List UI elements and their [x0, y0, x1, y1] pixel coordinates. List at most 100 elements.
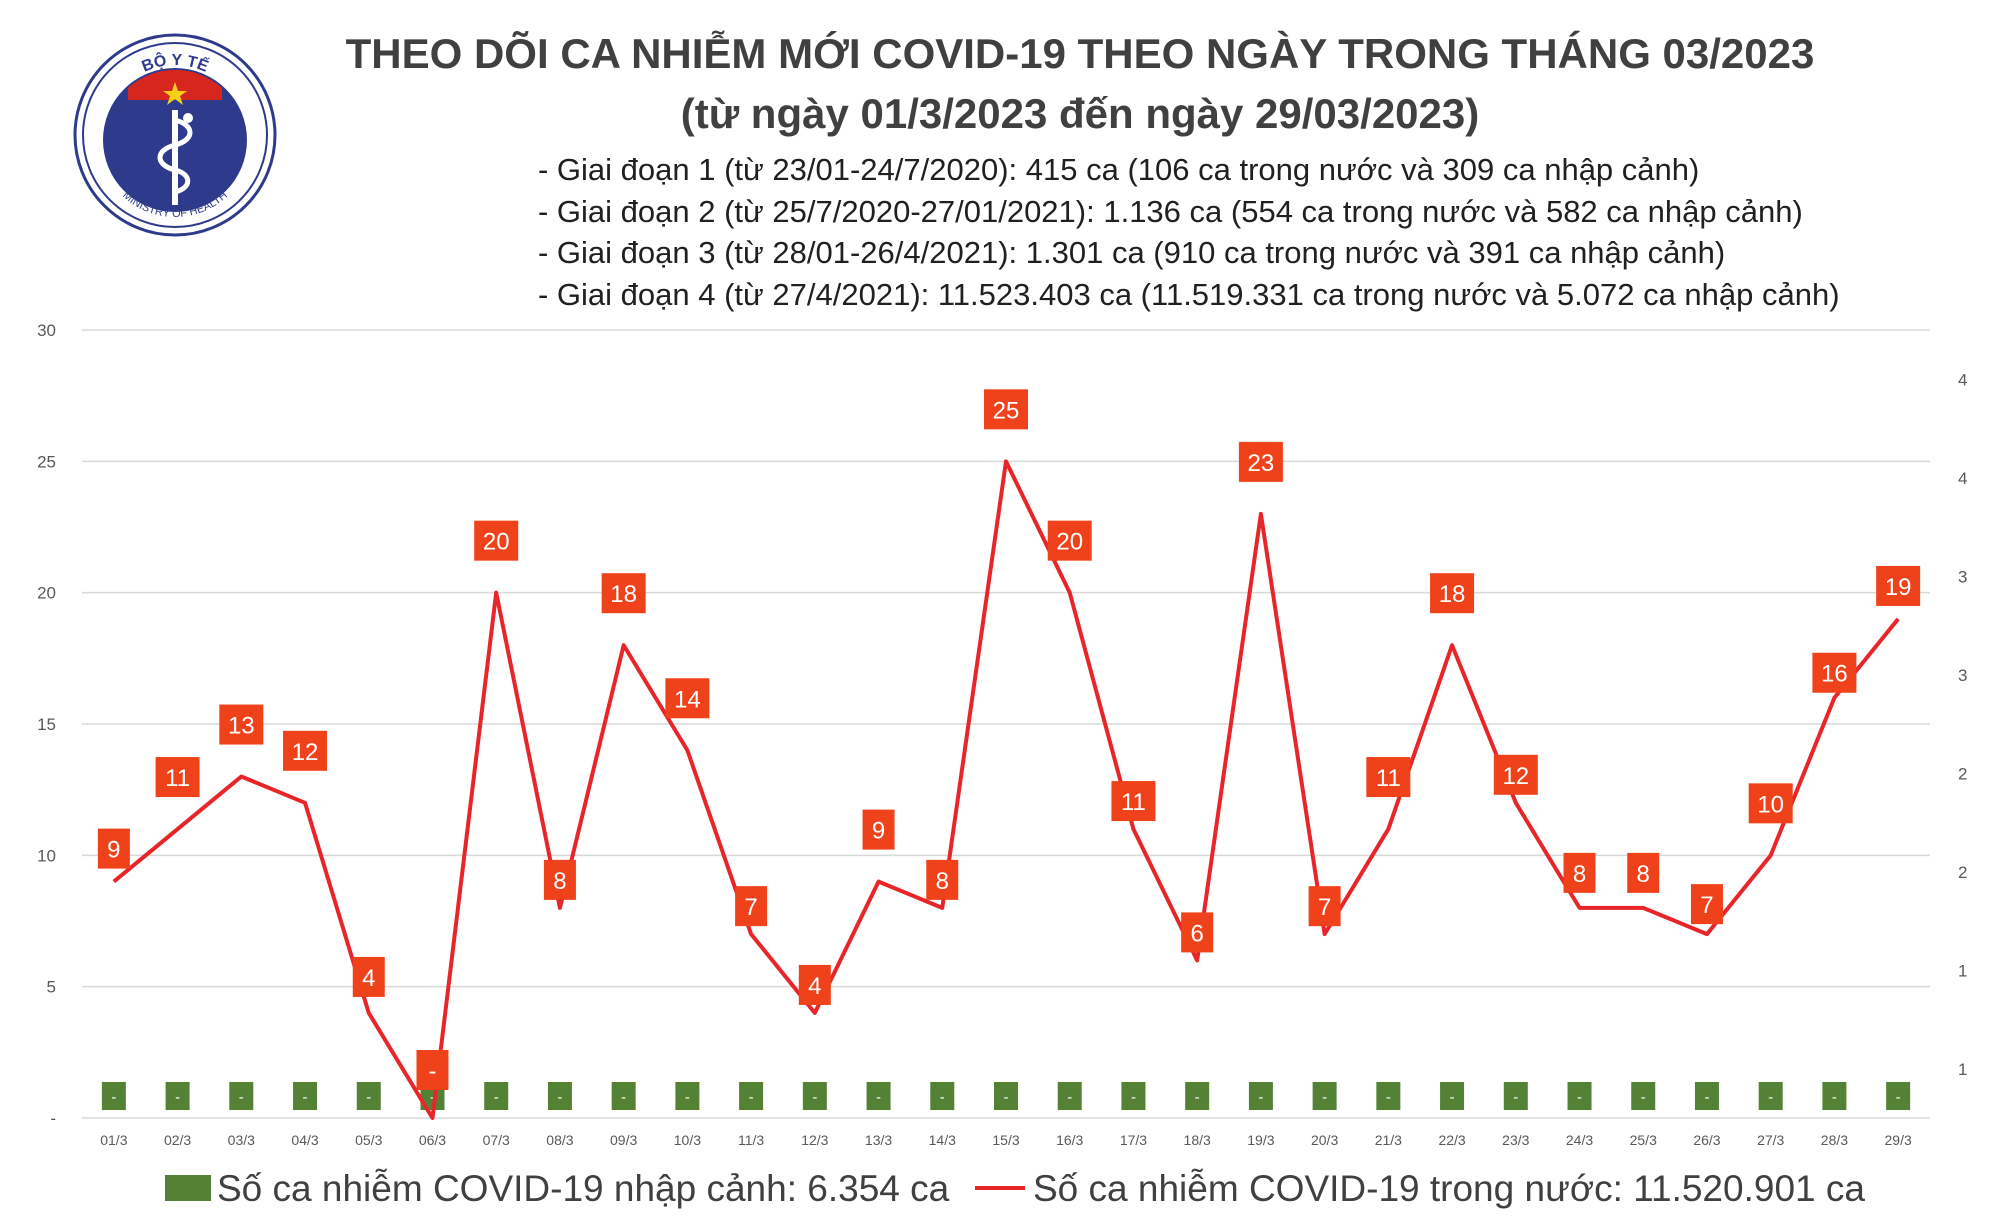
- x-tick-label: 11/3: [738, 1132, 764, 1148]
- legend-imported: Số ca nhiễm COVID-19 nhập cảnh: 6.354 ca: [165, 1168, 949, 1210]
- bar-data-label: -: [1896, 1089, 1901, 1106]
- bar-label-box: [1694, 1082, 1719, 1110]
- stage-3-text: - Giai đoạn 3 (từ 28/01-26/4/2021): 1.30…: [538, 235, 1726, 270]
- line-data-label: 9: [107, 837, 120, 864]
- bar-data-label: -: [876, 1089, 881, 1106]
- bar-data-label: -: [1513, 1089, 1518, 1106]
- y-left-tick-label: 5: [47, 978, 56, 997]
- bar-label-box: [1312, 1082, 1337, 1110]
- line-label-box: [155, 757, 200, 798]
- x-tick-label: 12/3: [801, 1132, 828, 1148]
- line-label-box: [416, 1050, 449, 1090]
- bar-label-box: [1503, 1082, 1528, 1110]
- bar-data-label: -: [1641, 1089, 1646, 1106]
- bar-data-label: -: [1832, 1089, 1837, 1106]
- bar-data-label: -: [557, 1089, 562, 1106]
- x-tick-label: 03/3: [228, 1132, 255, 1148]
- line-label-box: [543, 859, 576, 900]
- x-tick-label: 24/3: [1566, 1132, 1593, 1148]
- line-label-box: [665, 678, 710, 719]
- bar-data-label: -: [1322, 1089, 1327, 1106]
- bar-label-box: [1121, 1082, 1146, 1110]
- bar-label-box: [1758, 1082, 1783, 1110]
- x-tick-label: 06/3: [419, 1132, 446, 1148]
- y-left-tick-label: 20: [37, 584, 56, 603]
- line-data-label: 20: [483, 529, 510, 556]
- x-tick-label: 21/3: [1375, 1132, 1402, 1148]
- x-tick-label: 29/3: [1885, 1132, 1912, 1148]
- bar-label-box: [356, 1082, 381, 1110]
- x-tick-label: 23/3: [1502, 1132, 1529, 1148]
- bar-label-box: [930, 1082, 955, 1110]
- stage-2-text: - Giai đoạn 2 (từ 25/7/2020-27/01/2021):…: [538, 193, 1803, 229]
- line-label-box: [1812, 652, 1857, 693]
- bar-label-box: [866, 1082, 891, 1110]
- bar-data-label: -: [1450, 1089, 1455, 1106]
- legend-line-swatch: [975, 1186, 1025, 1191]
- x-tick-label: 15/3: [992, 1132, 1019, 1148]
- stage-summary: - Giai đoạn 1 (từ 23/01-24/7/2020): 415 …: [538, 149, 1840, 315]
- line-label-box: [798, 964, 831, 1005]
- bar-data-label: -: [1195, 1089, 1200, 1106]
- x-tick-label: 16/3: [1056, 1132, 1083, 1148]
- bar-data-label: -: [1004, 1089, 1009, 1106]
- line-data-label: 4: [362, 965, 375, 992]
- bar-data-label: -: [366, 1089, 371, 1106]
- line-data-label: 10: [1757, 791, 1784, 818]
- bar-label-box: [1822, 1082, 1847, 1110]
- x-tick-label: 07/3: [483, 1132, 510, 1148]
- bar-data-label: -: [621, 1089, 626, 1106]
- x-tick-label: 02/3: [164, 1132, 191, 1148]
- line-data-label: 20: [1056, 529, 1083, 556]
- line-data-label: 8: [936, 868, 949, 895]
- legend-domestic: Số ca nhiễm COVID-19 trong nước: 11.520.…: [975, 1168, 1865, 1210]
- line-data-label: 7: [1318, 894, 1331, 921]
- line-data-label: 9: [872, 818, 885, 845]
- x-tick-label: 25/3: [1630, 1132, 1657, 1148]
- line-data-label: 8: [1637, 861, 1650, 888]
- x-tick-label: 13/3: [865, 1132, 892, 1148]
- line-data-label: 18: [1439, 581, 1466, 608]
- bar-label-box: [165, 1082, 190, 1110]
- line-label-box: [1748, 783, 1793, 824]
- bar-data-label: -: [685, 1089, 690, 1106]
- x-tick-label: 17/3: [1120, 1132, 1147, 1148]
- bar-data-label: -: [111, 1089, 116, 1106]
- line-label-box: [601, 573, 646, 614]
- bar-label-box: [1248, 1082, 1273, 1110]
- bar-label-box: [1567, 1082, 1592, 1110]
- line-label-box: [1308, 886, 1341, 927]
- line-label-box: [1563, 852, 1596, 893]
- x-tick-label: 05/3: [355, 1132, 382, 1148]
- bar-label-box: [1057, 1082, 1082, 1110]
- y-right-tick-label: 2: [1958, 863, 1967, 882]
- line-data-label: 18: [610, 581, 637, 608]
- bar-data-label: -: [430, 1089, 435, 1106]
- stage-1-text: - Giai đoạn 1 (từ 23/01-24/7/2020): 415 …: [538, 152, 1700, 187]
- y-right-tick-label: 1: [1958, 1060, 1967, 1079]
- line-data-label: 12: [292, 739, 319, 766]
- line-label-box: [735, 886, 768, 927]
- bar-label-box: [802, 1082, 827, 1110]
- line-label-box: [1181, 912, 1214, 953]
- bar-data-label: -: [1386, 1089, 1391, 1106]
- bar-label-box: [1440, 1082, 1465, 1110]
- line-label-box: [219, 704, 264, 745]
- bar-label-box: [293, 1082, 318, 1110]
- bar-data-label: -: [1067, 1089, 1072, 1106]
- x-tick-label: 27/3: [1757, 1132, 1784, 1148]
- line-label-box: [97, 828, 130, 869]
- line-label-box: [1690, 884, 1723, 925]
- line-data-label: 7: [744, 894, 757, 921]
- line-data-label: 11: [165, 765, 190, 792]
- line-data-label: 7: [1700, 892, 1713, 919]
- bar-data-label: -: [749, 1089, 754, 1106]
- line-data-label: 13: [228, 713, 255, 740]
- line-label-box: [984, 389, 1028, 430]
- line-data-label: 12: [1502, 763, 1529, 790]
- y-right-tick-label: 1: [1958, 961, 1967, 980]
- x-tick-label: 08/3: [546, 1132, 573, 1148]
- bar-data-label: -: [812, 1089, 817, 1106]
- line-label-box: [1876, 565, 1921, 606]
- x-tick-label: 10/3: [674, 1132, 701, 1148]
